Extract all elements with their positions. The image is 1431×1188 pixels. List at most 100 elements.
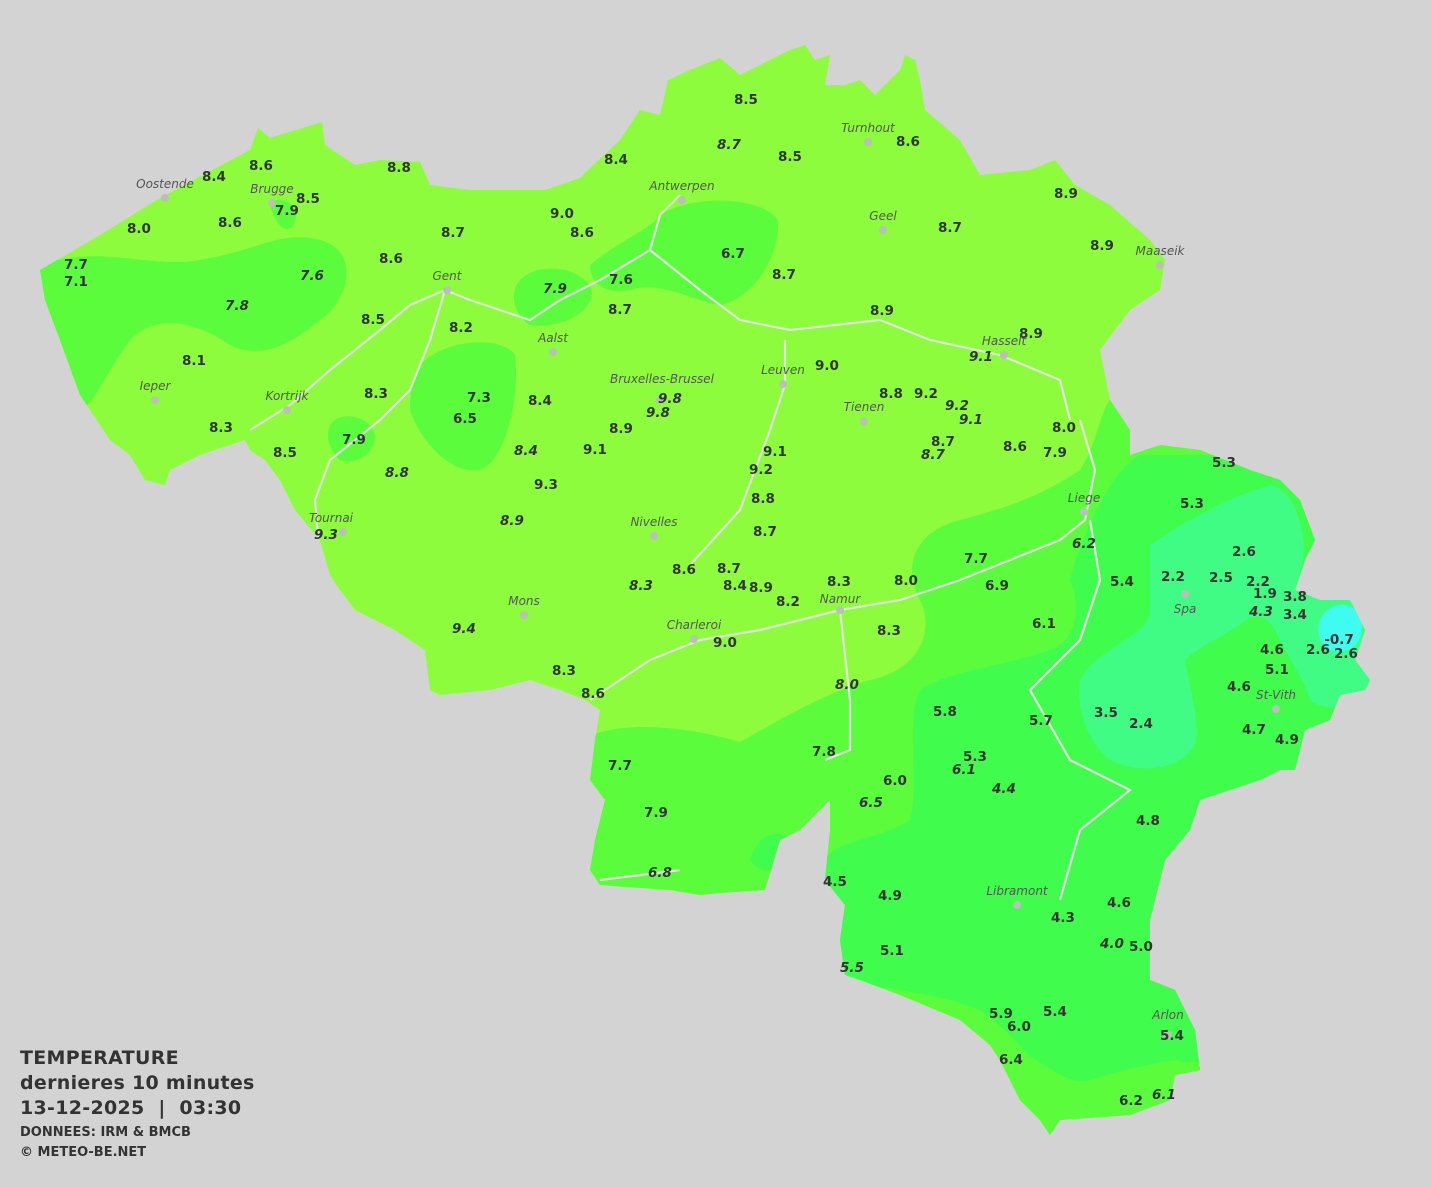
station-value: 7.9 <box>275 203 299 219</box>
station-value: -0.7 <box>1324 632 1354 648</box>
station-value: 7.6 <box>609 272 633 288</box>
station-value: 2.6 <box>1306 642 1330 658</box>
city-label: Gent <box>433 269 463 283</box>
temperature-zone <box>945 755 972 775</box>
city-label: Tienen <box>844 400 885 414</box>
station-value: 8.5 <box>361 312 385 328</box>
station-value: 6.1 <box>1152 1087 1176 1103</box>
station-value: 8.7 <box>717 561 741 577</box>
station-value: 5.3 <box>963 749 987 765</box>
city-dot <box>690 635 698 643</box>
station-value: 4.3 <box>1248 604 1273 620</box>
station-value: 8.9 <box>609 421 633 437</box>
station-value: 5.0 <box>1129 939 1153 955</box>
station-value: 8.3 <box>552 663 576 679</box>
city-label: Liege <box>1068 491 1100 505</box>
city-dot <box>1272 705 1280 713</box>
station-value: 9.1 <box>959 412 983 428</box>
city-dot <box>1080 508 1088 516</box>
city-label: Spa <box>1174 602 1197 616</box>
temperature-zone <box>410 342 516 471</box>
station-value: 8.7 <box>753 524 777 540</box>
station-value: 6.1 <box>952 762 976 778</box>
station-value: 7.6 <box>300 268 324 284</box>
station-value: 2.6 <box>1334 646 1358 662</box>
temperature-zone <box>513 268 592 326</box>
city-label: Namur <box>820 592 862 606</box>
station-value: 9.2 <box>749 462 773 478</box>
temperature-zone <box>1079 485 1370 769</box>
river <box>824 609 852 762</box>
station-value: 7.9 <box>644 805 668 821</box>
station-value: 5.1 <box>880 943 904 959</box>
city-dot <box>1181 590 1189 598</box>
station-value: 8.7 <box>938 220 962 236</box>
station-value: 8.0 <box>835 677 859 693</box>
city-label: Geel <box>869 209 897 223</box>
city-label: Brugge <box>250 182 293 196</box>
river <box>1028 519 1133 901</box>
station-value: 2.4 <box>1129 716 1153 732</box>
station-value: 8.0 <box>894 573 918 589</box>
station-value: 9.3 <box>534 477 558 493</box>
city-dot <box>1000 351 1008 359</box>
station-value: 8.3 <box>364 386 388 402</box>
station-value: 9.4 <box>452 621 476 637</box>
station-value: 6.5 <box>859 795 883 811</box>
city-dot <box>339 528 347 536</box>
station-value: 8.6 <box>249 158 273 174</box>
station-value: 6.1 <box>1032 616 1056 632</box>
station-value: 4.8 <box>1136 813 1160 829</box>
cities: Oostende Brugge Gent Antwerpen Turnhout Geel M… <box>136 121 1296 1039</box>
station-value: 3.4 <box>1283 607 1307 623</box>
station-value: 4.4 <box>991 781 1016 797</box>
station-value: 8.9 <box>500 513 524 529</box>
station-value: 8.4 <box>528 393 552 409</box>
city-dot <box>836 606 844 614</box>
city-dot <box>860 417 868 425</box>
station-value: 8.7 <box>772 267 796 283</box>
temperature-zone <box>270 199 296 229</box>
city-label: Nivelles <box>630 515 677 529</box>
station-value: 4.3 <box>1051 910 1075 926</box>
station-value: 8.6 <box>1003 439 1027 455</box>
station-value: 4.0 <box>1099 936 1124 952</box>
station-value: 8.0 <box>127 221 151 237</box>
station-value: 7.3 <box>467 390 491 406</box>
station-value: 8.3 <box>629 578 653 594</box>
station-value: 6.4 <box>999 1052 1023 1068</box>
station-value: 8.6 <box>672 562 696 578</box>
station-value: 8.9 <box>749 580 773 596</box>
station-value: 6.2 <box>1119 1093 1143 1109</box>
river <box>599 868 681 882</box>
station-value: 8.1 <box>182 353 206 369</box>
city-label: Aalst <box>537 331 569 345</box>
station-values: 8.58.78.58.68.48.88.68.48.57.98.68.09.08… <box>64 92 1358 1109</box>
station-value: 2.2 <box>1161 569 1185 585</box>
city-label: Ieper <box>140 379 172 393</box>
station-value: 1.9 <box>1253 586 1277 602</box>
city-dot <box>268 199 276 207</box>
legend: TEMPERATURE dernieres 10 minutes 13-12-2… <box>20 1046 255 1163</box>
station-value: 5.8 <box>933 704 957 720</box>
station-value: 9.3 <box>314 527 338 543</box>
station-value: 8.9 <box>1090 238 1114 254</box>
legend-source: DONNEES: IRM & BMCB <box>20 1125 191 1140</box>
city-dot <box>549 348 557 356</box>
station-value: 3.8 <box>1283 589 1307 605</box>
station-value: 8.8 <box>387 160 411 176</box>
station-value: 8.6 <box>218 215 242 231</box>
city-dot <box>656 396 664 404</box>
city-dot <box>161 194 169 202</box>
station-value: 8.7 <box>608 302 632 318</box>
station-value: 7.9 <box>1043 445 1067 461</box>
station-value: 9.0 <box>815 358 839 374</box>
station-value: 4.9 <box>1275 732 1299 748</box>
city-label: Kortrijk <box>266 389 310 403</box>
station-value: 8.5 <box>273 445 297 461</box>
city-label: Hasselt <box>982 334 1028 348</box>
station-value: 8.9 <box>870 303 894 319</box>
station-value: 8.4 <box>604 152 628 168</box>
station-value: 7.9 <box>342 432 366 448</box>
